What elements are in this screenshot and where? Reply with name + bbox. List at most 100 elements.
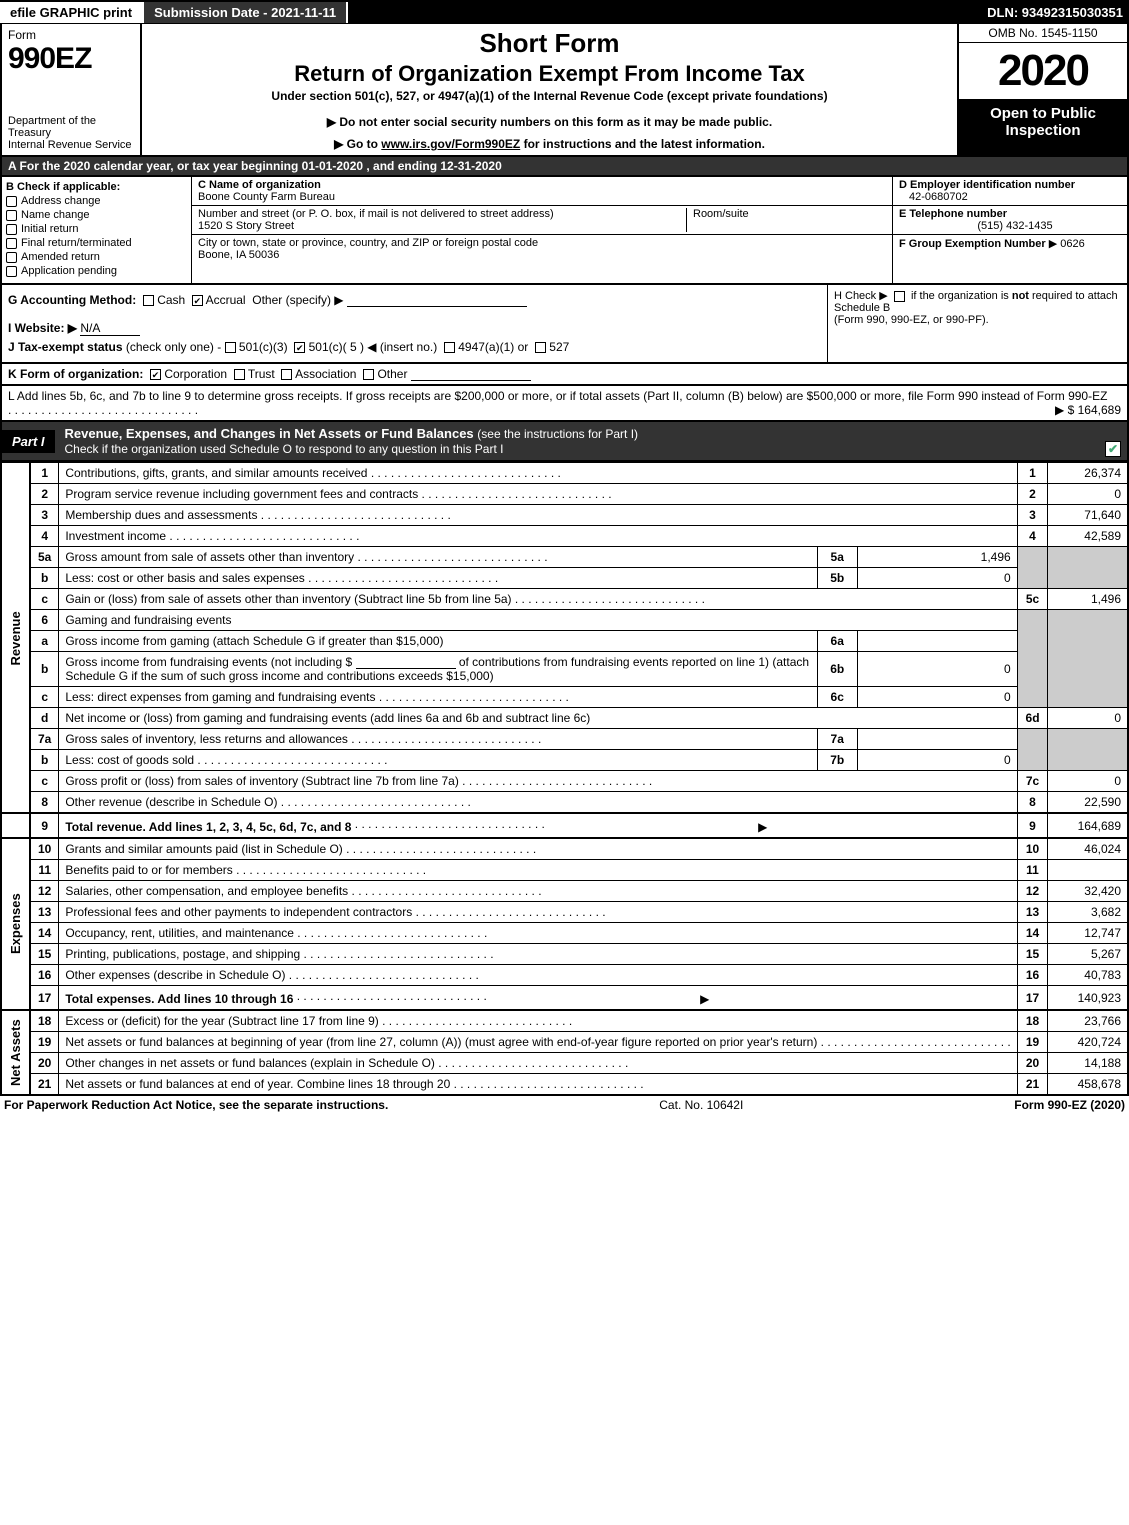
irs-link[interactable]: www.irs.gov/Form990EZ <box>381 137 520 151</box>
lines-table: Revenue 1 Contributions, gifts, grants, … <box>0 462 1129 1096</box>
line-desc: Gross amount from sale of assets other t… <box>59 547 817 568</box>
checkbox-corporation[interactable] <box>150 369 161 380</box>
line-ref: 7c <box>1017 771 1048 792</box>
sub-ref: 6b <box>817 652 857 687</box>
telephone-value: (515) 432-1435 <box>899 220 1121 232</box>
line-ref: 21 <box>1017 1074 1048 1096</box>
sub-amount: 0 <box>857 568 1017 589</box>
g-cash: Cash <box>157 293 185 307</box>
line-num: c <box>30 771 59 792</box>
checkbox-4947[interactable] <box>444 342 455 353</box>
checkbox-501c[interactable] <box>294 342 305 353</box>
checkbox-cash[interactable] <box>143 295 154 306</box>
line-amount: 42,589 <box>1048 526 1128 547</box>
line-ref: 10 <box>1017 838 1048 860</box>
line-num: 21 <box>30 1074 59 1096</box>
checkbox-527[interactable] <box>535 342 546 353</box>
checkbox-address-change[interactable] <box>6 196 17 207</box>
sub-ref: 6a <box>817 631 857 652</box>
checkbox-accrual[interactable] <box>192 295 203 306</box>
h-text4: (Form 990, 990-EZ, or 990-PF). <box>834 314 989 326</box>
grey-cell <box>1017 610 1048 708</box>
line-amount: 22,590 <box>1048 792 1128 814</box>
line-amount: 0 <box>1048 708 1128 729</box>
line-num: 7a <box>30 729 59 750</box>
footer-right-post: (2020) <box>1087 1098 1125 1112</box>
line-num: d <box>30 708 59 729</box>
j-o4: 527 <box>549 340 569 354</box>
g-other-field[interactable] <box>347 293 527 307</box>
sub-amount <box>857 631 1017 652</box>
checkbox-501c3[interactable] <box>225 342 236 353</box>
chk-label: Name change <box>21 209 90 221</box>
row-j: J Tax-exempt status (check only one) - 5… <box>8 340 821 354</box>
short-form-title: Short Form <box>150 28 949 59</box>
line-ref: 17 <box>1017 986 1048 1011</box>
line-desc: Benefits paid to or for members <box>59 860 1017 881</box>
checkbox-other-org[interactable] <box>363 369 374 380</box>
line-desc: Less: direct expenses from gaming and fu… <box>59 687 817 708</box>
form-label: Form <box>8 28 134 42</box>
line-num: 2 <box>30 484 59 505</box>
grey-cell <box>1048 729 1128 771</box>
line-desc: Gross profit or (loss) from sales of inv… <box>59 771 1017 792</box>
sub-ref: 5a <box>817 547 857 568</box>
checkbox-trust[interactable] <box>234 369 245 380</box>
line-amount: 1,496 <box>1048 589 1128 610</box>
line-num: 4 <box>30 526 59 547</box>
line-num: 17 <box>30 986 59 1011</box>
checkbox-final-return[interactable] <box>6 238 17 249</box>
line-num: 12 <box>30 881 59 902</box>
line-desc: Professional fees and other payments to … <box>59 902 1017 923</box>
i-label: I Website: ▶ <box>8 321 77 335</box>
side-revenue: Revenue <box>1 463 30 814</box>
checkbox-amended-return[interactable] <box>6 252 17 263</box>
omb-number: OMB No. 1545-1150 <box>959 24 1127 43</box>
j-o2: 501(c)( 5 ) ◀ (insert no.) <box>309 340 438 354</box>
chk-label: Amended return <box>21 251 100 263</box>
line-num: 15 <box>30 944 59 965</box>
checkbox-schedule-o[interactable]: ✔ <box>1105 441 1121 457</box>
line-ref: 20 <box>1017 1053 1048 1074</box>
k-other-field[interactable] <box>411 367 531 381</box>
checkbox-initial-return[interactable] <box>6 224 17 235</box>
f-label: F Group Exemption Number <box>899 238 1046 250</box>
sub-amount: 0 <box>857 750 1017 771</box>
tax-year: 2020 <box>959 43 1127 99</box>
line-ref: 8 <box>1017 792 1048 814</box>
line-desc: Program service revenue including govern… <box>59 484 1017 505</box>
row-i: I Website: ▶ N/A <box>8 321 821 336</box>
side-empty <box>1 813 30 838</box>
line-num: 13 <box>30 902 59 923</box>
sub-amount: 0 <box>857 652 1017 687</box>
line-amount: 26,374 <box>1048 463 1128 484</box>
side-net-assets: Net Assets <box>1 1010 30 1095</box>
sub-amount <box>857 729 1017 750</box>
checkbox-association[interactable] <box>281 369 292 380</box>
checkbox-h[interactable] <box>894 291 905 302</box>
sub-ref: 6c <box>817 687 857 708</box>
line-amount: 0 <box>1048 771 1128 792</box>
sub-amount: 0 <box>857 687 1017 708</box>
footer-right-bold: 990-EZ <box>1048 1098 1087 1112</box>
line-desc: Less: cost of goods sold <box>59 750 817 771</box>
checkbox-application-pending[interactable] <box>6 266 17 277</box>
efile-tab[interactable]: efile GRAPHIC print <box>0 2 144 23</box>
room-suite-label: Room/suite <box>686 208 886 232</box>
line-amount: 0 <box>1048 484 1128 505</box>
e-label: E Telephone number <box>899 208 1007 220</box>
checkbox-name-change[interactable] <box>6 210 17 221</box>
org-address: 1520 S Story Street <box>198 220 294 232</box>
line-num: 5a <box>30 547 59 568</box>
line-num: 11 <box>30 860 59 881</box>
g-other: Other (specify) ▶ <box>252 293 343 307</box>
line-ref: 11 <box>1017 860 1048 881</box>
row-k: K Form of organization: Corporation Trus… <box>0 364 1129 386</box>
line-num: c <box>30 687 59 708</box>
line-amount: 12,747 <box>1048 923 1128 944</box>
l6b-field[interactable] <box>356 655 456 669</box>
d-label: D Employer identification number <box>899 179 1075 191</box>
dept-treasury: Department of the Treasury <box>8 115 134 139</box>
line-num: 6 <box>30 610 59 631</box>
page-footer: For Paperwork Reduction Act Notice, see … <box>0 1096 1129 1114</box>
